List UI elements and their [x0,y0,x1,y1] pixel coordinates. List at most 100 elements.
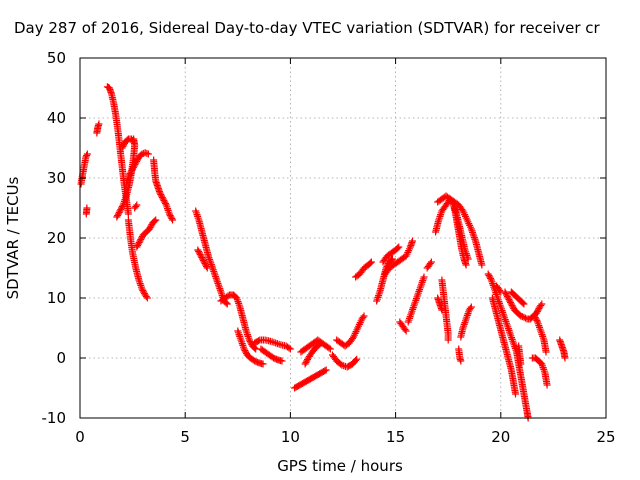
data-point [470,232,478,240]
data-point [503,291,511,299]
x-tick-label: 5 [180,428,190,446]
data-point [125,171,133,179]
data-point [387,256,395,264]
data-point [129,137,137,144]
data-point [82,153,90,161]
data-point [395,243,403,251]
data-point [196,251,204,258]
data-point [206,255,214,263]
data-point [394,244,402,252]
data-point [140,288,148,296]
data-point [145,225,153,233]
data-point [134,240,142,248]
data-point [533,317,541,324]
data-points [77,83,569,422]
data-point [161,200,169,207]
data-point [352,356,360,364]
data-point [216,286,224,294]
data-point [195,248,203,255]
data-point [469,230,477,238]
data-point [241,347,249,354]
data-point [467,303,475,311]
data-point [205,254,213,262]
x-tick-label: 25 [596,428,615,446]
data-point [156,189,164,197]
x-tick-label: 20 [491,428,510,446]
data-point [402,327,410,335]
axis-ticks [79,57,607,419]
data-point [478,261,486,269]
data-point [222,299,230,307]
data-point [533,308,541,315]
data-point [426,260,434,267]
data-point [487,275,495,282]
data-point [131,161,139,168]
data-point [129,164,137,171]
data-point [214,279,222,287]
data-point [316,340,324,348]
x-tick-label: 0 [75,428,85,446]
data-point [209,266,217,274]
data-point [215,283,223,291]
data-point [321,367,329,375]
data-point [501,288,509,296]
data-point [138,234,146,242]
y-tick-label: 10 [47,289,66,307]
data-point [213,278,221,286]
data-point [242,348,250,356]
data-point [116,207,124,215]
data-point [212,273,220,281]
data-point [204,252,212,260]
data-point [206,257,214,265]
data-point [212,274,220,282]
data-point [124,210,132,218]
data-point [157,191,165,198]
data-point [326,345,334,353]
data-point [83,152,91,159]
data-point [438,306,446,314]
data-point [129,165,137,173]
data-point [113,213,121,221]
data-point [203,263,211,270]
data-point [142,293,150,300]
data-point [322,366,330,374]
data-point [126,170,134,177]
data-point [466,305,474,312]
data-point [197,252,205,260]
data-point [114,210,122,218]
data-point [467,225,475,233]
data-point [302,359,310,366]
data-point [496,287,504,294]
data-point [469,228,477,236]
data-point [165,210,173,218]
data-point [127,168,135,176]
data-point [158,194,166,201]
data-point [118,204,126,212]
data-point [151,217,159,225]
grid [80,58,606,418]
data-point [446,195,454,203]
data-point [531,314,539,321]
data-point [509,303,517,311]
data-point [133,201,141,209]
data-point [223,300,231,308]
y-axis-label: SDTVAR / TECUs [4,176,22,299]
data-point [530,312,538,320]
x-tick-label: 10 [281,428,300,446]
data-point [507,299,515,306]
data-point [132,203,140,210]
data-point [255,337,263,345]
data-point [240,345,248,353]
data-point [198,254,206,261]
data-point [507,300,515,308]
data-point [210,269,218,277]
data-point [449,200,457,207]
data-point [508,302,516,309]
data-point [366,259,374,267]
data-point [538,300,546,308]
data-point [468,227,476,235]
data-point [286,345,294,353]
data-point [246,338,254,345]
data-point [146,224,154,231]
